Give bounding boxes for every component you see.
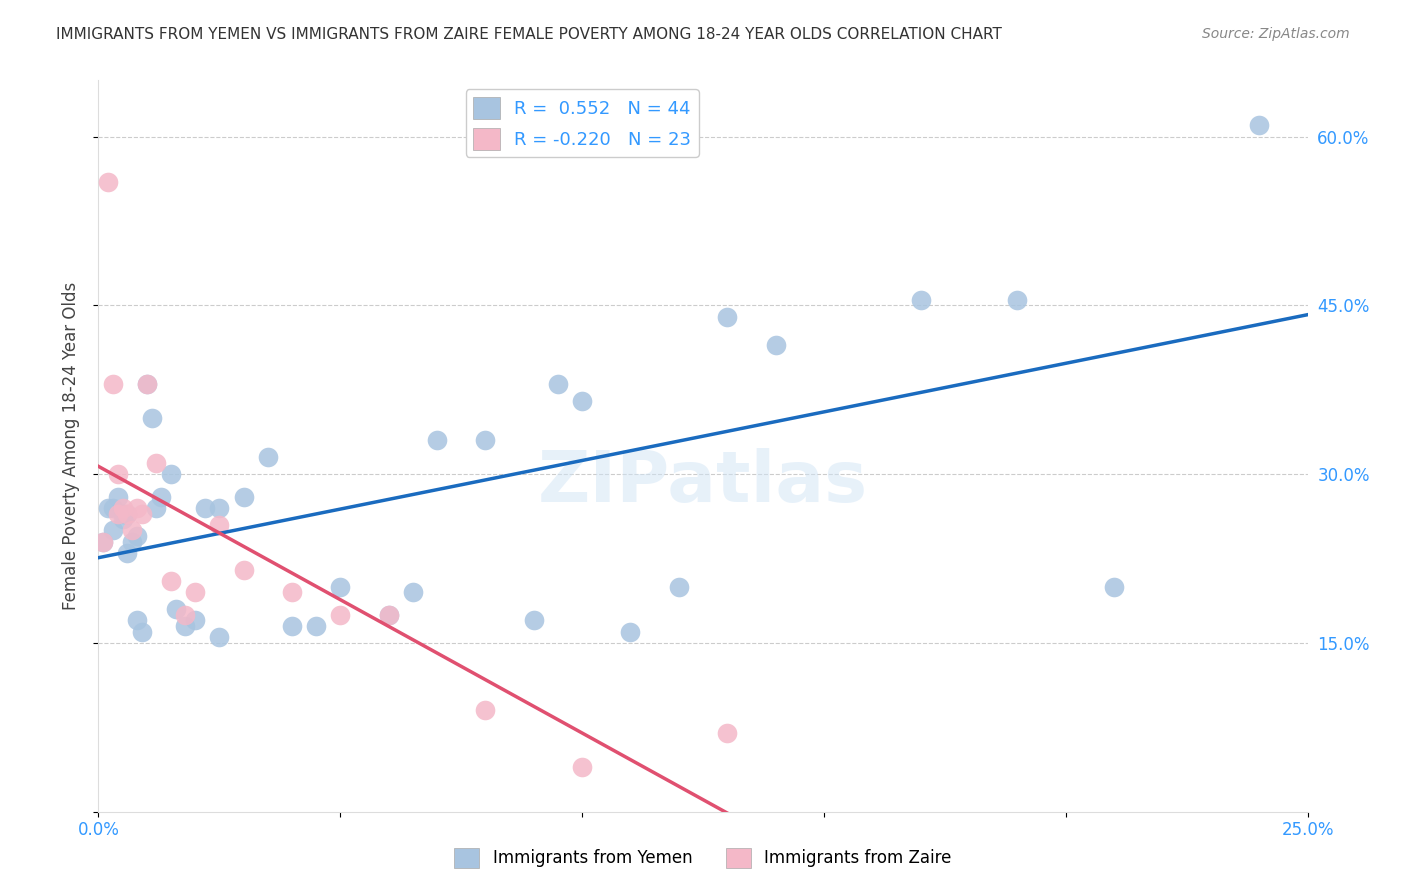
Point [107,490,129,504]
Point [101,524,124,538]
Point [107,507,129,521]
Point [117,507,139,521]
Point [111,500,134,515]
Point [150,490,173,504]
Point [135,377,157,392]
Point [101,500,124,515]
Point [208,500,231,515]
Point [91,534,114,549]
Point [232,563,254,577]
Point [145,456,167,470]
Point [765,337,787,351]
Point [160,467,183,482]
Point [232,490,254,504]
Point [111,507,134,521]
Point [141,410,163,425]
Point [208,517,231,532]
Point [619,624,641,639]
Point [174,619,197,633]
Point [305,619,328,633]
Point [1102,580,1125,594]
Point [256,450,278,465]
Point [165,602,187,616]
Point [377,607,399,622]
Point [281,585,304,599]
Point [194,500,217,515]
Point [160,574,183,588]
Point [184,614,207,628]
Point [668,580,690,594]
Point [107,467,129,482]
Point [523,614,546,628]
Point [1249,118,1271,132]
Point [121,524,143,538]
Point [121,534,143,549]
Point [135,377,157,392]
Legend: R =  0.552   N = 44, R = -0.220   N = 23: R = 0.552 N = 44, R = -0.220 N = 23 [465,89,699,157]
Text: Source: ZipAtlas.com: Source: ZipAtlas.com [1202,27,1350,41]
Point [101,377,124,392]
Point [97,175,120,189]
Point [117,546,139,560]
Text: IMMIGRANTS FROM YEMEN VS IMMIGRANTS FROM ZAIRE FEMALE POVERTY AMONG 18-24 YEAR O: IMMIGRANTS FROM YEMEN VS IMMIGRANTS FROM… [56,27,1002,42]
Point [474,703,496,717]
Point [184,585,207,599]
Point [329,580,352,594]
Legend: Immigrants from Yemen, Immigrants from Zaire: Immigrants from Yemen, Immigrants from Z… [449,841,957,875]
Point [716,310,738,324]
Point [281,619,304,633]
Point [145,500,167,515]
Point [329,607,352,622]
Text: ZIPatlas: ZIPatlas [538,448,868,517]
Point [131,507,153,521]
Point [117,507,139,521]
Point [377,607,399,622]
Point [91,534,114,549]
Point [716,726,738,740]
Point [426,434,449,448]
Point [910,293,932,307]
Point [174,607,197,622]
Point [474,434,496,448]
Point [97,500,120,515]
Point [127,529,149,543]
Point [571,394,593,409]
Point [402,585,425,599]
Point [547,377,569,392]
Y-axis label: Female Poverty Among 18-24 Year Olds: Female Poverty Among 18-24 Year Olds [62,282,80,610]
Point [127,614,149,628]
Point [208,630,231,644]
Point [1007,293,1029,307]
Point [111,512,134,526]
Point [127,500,149,515]
Point [131,624,153,639]
Point [571,760,593,774]
